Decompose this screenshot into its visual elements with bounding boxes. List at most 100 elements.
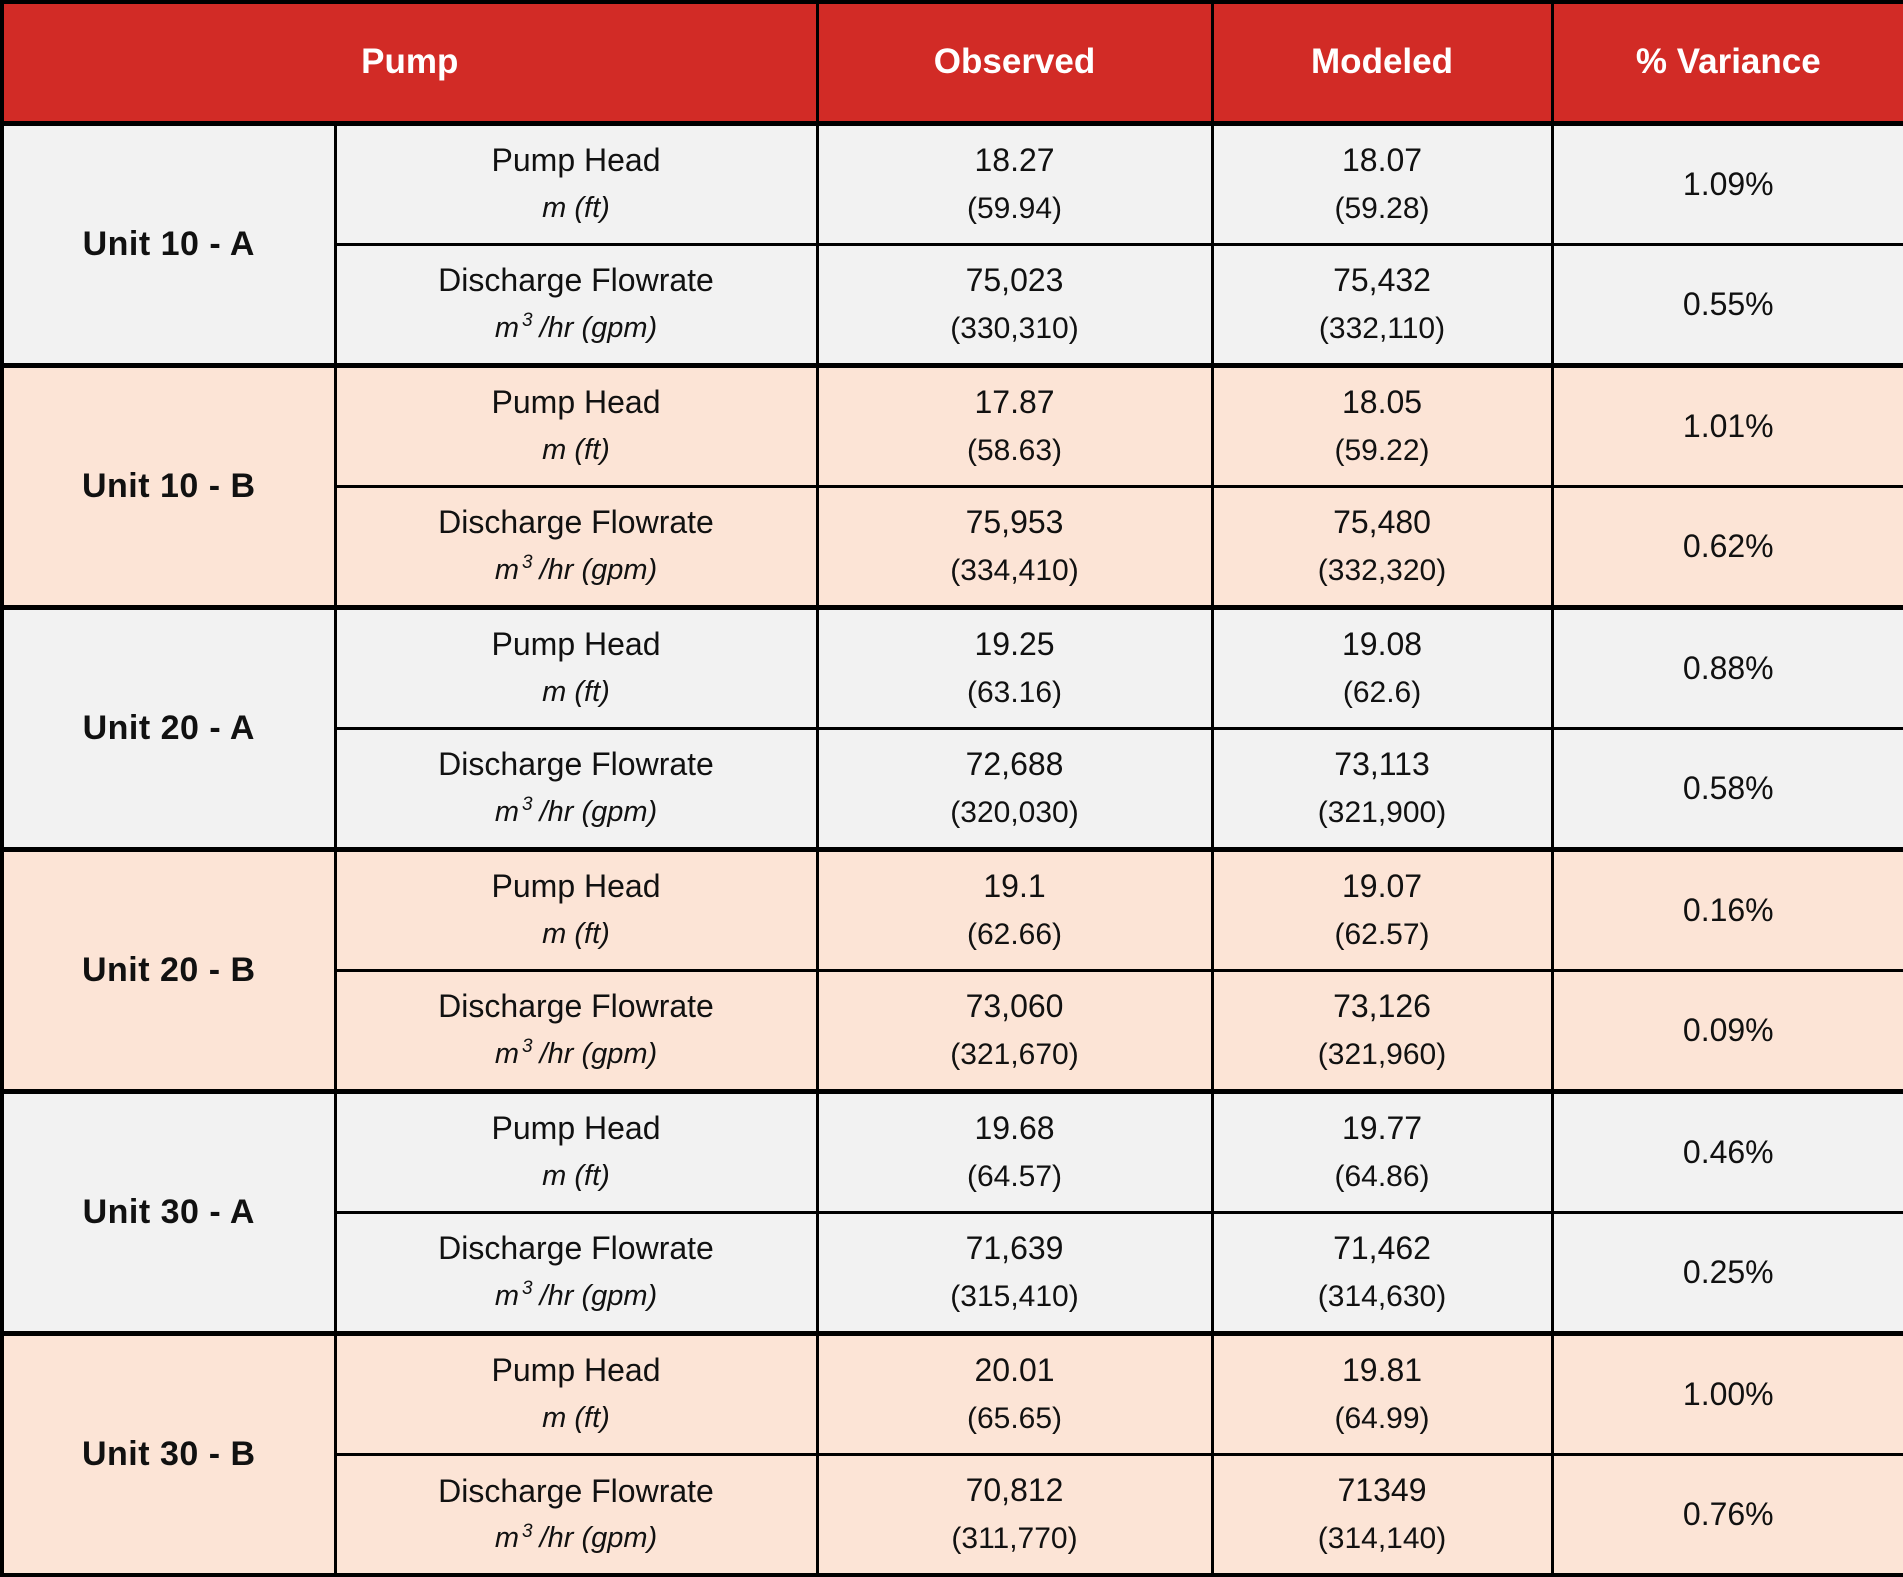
parameter-unit: m (ft) bbox=[542, 435, 610, 465]
modeled-value: 73,113 bbox=[1334, 745, 1430, 782]
observed-value: 75,023 bbox=[965, 261, 1064, 298]
modeled-secondary-value: (64.86) bbox=[1334, 1159, 1430, 1193]
column-header-pump: Pump bbox=[0, 0, 819, 126]
parameter-name: Pump Head bbox=[491, 142, 661, 179]
parameter-cell: Discharge Flowrate m 3/hr (gpm) bbox=[333, 1210, 819, 1335]
modeled-secondary-value: (314,140) bbox=[1317, 1521, 1447, 1555]
observed-secondary-value: (58.63) bbox=[966, 433, 1063, 467]
parameter-name: Discharge Flowrate bbox=[438, 504, 714, 541]
parameter-name: Pump Head bbox=[491, 1110, 661, 1147]
parameter-cell: Pump Head m (ft) bbox=[333, 362, 819, 488]
observed-cell: 75,023 (330,310) bbox=[815, 242, 1214, 367]
unit-superscript: 3 bbox=[521, 310, 533, 332]
modeled-value: 19.81 bbox=[1341, 1351, 1423, 1388]
table-row: Discharge Flowrate m 3/hr (gpm) 75,953 (3… bbox=[2, 484, 1903, 609]
unit-name-cell: Unit 30 - B bbox=[0, 1330, 337, 1577]
variance-cell: 0.09% bbox=[1550, 968, 1903, 1093]
table-row: Discharge Flowrate m 3/hr (gpm) 75,023 (3… bbox=[2, 242, 1903, 367]
parameter-cell: Pump Head m (ft) bbox=[333, 1088, 819, 1214]
parameter-name: Discharge Flowrate bbox=[438, 746, 714, 783]
modeled-cell: 18.07 (59.28) bbox=[1210, 120, 1554, 246]
variance-cell: 0.16% bbox=[1550, 846, 1903, 972]
unit-base: m bbox=[542, 676, 567, 709]
variance-value: 0.09% bbox=[1682, 1011, 1774, 1048]
parameter-unit: m (ft) bbox=[542, 1161, 610, 1191]
modeled-secondary-value: (59.28) bbox=[1334, 191, 1430, 225]
variance-value: 0.62% bbox=[1682, 527, 1774, 564]
observed-secondary-value: (320,030) bbox=[950, 795, 1079, 829]
variance-value: 0.46% bbox=[1682, 1133, 1774, 1170]
table-row: Unit 30 - B Pump Head m (ft) 20.01 (65.6… bbox=[0, 1330, 1903, 1577]
unit-base: m bbox=[494, 1280, 519, 1313]
observed-value: 73,060 bbox=[965, 987, 1064, 1024]
modeled-cell: 19.07 (62.57) bbox=[1210, 846, 1554, 972]
observed-value: 17.87 bbox=[974, 383, 1055, 420]
unit-tail: (ft) bbox=[566, 918, 610, 951]
observed-secondary-value: (330,310) bbox=[950, 311, 1079, 345]
parameter-cell: Discharge Flowrate m 3/hr (gpm) bbox=[333, 968, 819, 1093]
observed-cell: 17.87 (58.63) bbox=[815, 362, 1214, 488]
unit-base: m bbox=[494, 1038, 519, 1071]
unit-superscript: 3 bbox=[521, 1278, 533, 1300]
header-row: Pump Observed Modeled % Variance bbox=[0, 0, 1903, 126]
parameter-unit: m (ft) bbox=[542, 193, 610, 223]
unit-base: m bbox=[542, 1402, 567, 1435]
variance-value: 1.01% bbox=[1682, 407, 1774, 444]
unit-superscript: 3 bbox=[521, 552, 533, 574]
variance-cell: 1.00% bbox=[1550, 1330, 1903, 1456]
parameter-cell: Pump Head m (ft) bbox=[333, 120, 819, 246]
variance-cell: 0.88% bbox=[1550, 604, 1903, 730]
unit-tail: (ft) bbox=[566, 1402, 610, 1435]
modeled-value: 73,126 bbox=[1333, 987, 1431, 1024]
unit-base: m bbox=[494, 312, 519, 345]
parameter-cell: Pump Head m (ft) bbox=[333, 604, 819, 730]
variance-value: 0.58% bbox=[1682, 769, 1774, 806]
unit-name-cell: Unit 20 - B bbox=[0, 846, 337, 1093]
modeled-cell: 19.08 (62.6) bbox=[1210, 604, 1554, 730]
observed-secondary-value: (315,410) bbox=[950, 1279, 1079, 1313]
unit-name-cell: Unit 10 - A bbox=[0, 120, 337, 367]
modeled-value: 19.77 bbox=[1341, 1109, 1423, 1146]
unit-name-cell: Unit 30 - A bbox=[0, 1088, 337, 1335]
parameter-cell: Discharge Flowrate m 3/hr (gpm) bbox=[333, 484, 819, 609]
parameter-name: Discharge Flowrate bbox=[438, 1230, 714, 1267]
modeled-secondary-value: (59.22) bbox=[1334, 433, 1430, 467]
observed-secondary-value: (311,770) bbox=[951, 1521, 1078, 1555]
observed-cell: 19.68 (64.57) bbox=[815, 1088, 1214, 1214]
observed-value: 19.68 bbox=[974, 1109, 1055, 1146]
unit-base: m bbox=[494, 1522, 519, 1555]
observed-value: 71,639 bbox=[965, 1229, 1064, 1266]
variance-cell: 0.76% bbox=[1550, 1452, 1903, 1577]
observed-cell: 20.01 (65.65) bbox=[815, 1330, 1214, 1456]
unit-tail: /hr (gpm) bbox=[539, 1280, 658, 1313]
parameter-cell: Discharge Flowrate m 3/hr (gpm) bbox=[333, 242, 819, 367]
modeled-value: 71349 bbox=[1337, 1472, 1427, 1509]
modeled-secondary-value: (64.99) bbox=[1334, 1401, 1430, 1435]
observed-value: 75,953 bbox=[965, 503, 1064, 540]
table-row: Unit 20 - B Pump Head m (ft) 19.1 (62.66… bbox=[0, 846, 1903, 1093]
modeled-secondary-value: (321,900) bbox=[1317, 795, 1447, 829]
modeled-value: 75,432 bbox=[1333, 261, 1431, 298]
modeled-secondary-value: (62.6) bbox=[1342, 675, 1422, 709]
unit-base: m bbox=[542, 918, 567, 951]
observed-secondary-value: (63.16) bbox=[966, 675, 1063, 709]
observed-secondary-value: (65.65) bbox=[966, 1401, 1063, 1435]
modeled-value: 18.05 bbox=[1341, 383, 1423, 420]
variance-value: 0.16% bbox=[1682, 891, 1774, 928]
table-row: Unit 20 - A Pump Head m (ft) 19.25 (63.1… bbox=[0, 604, 1903, 851]
observed-cell: 75,953 (334,410) bbox=[815, 484, 1214, 609]
unit-tail: /hr (gpm) bbox=[539, 1038, 658, 1071]
parameter-cell: Discharge Flowrate m 3/hr (gpm) bbox=[333, 1452, 819, 1577]
parameter-unit: m 3/hr (gpm) bbox=[495, 795, 657, 827]
observed-value: 19.25 bbox=[974, 625, 1055, 662]
parameter-name: Pump Head bbox=[491, 868, 661, 905]
unit-tail: (ft) bbox=[566, 434, 610, 467]
modeled-secondary-value: (332,320) bbox=[1317, 553, 1447, 587]
variance-value: 0.55% bbox=[1682, 285, 1774, 322]
observed-value: 20.01 bbox=[974, 1351, 1055, 1388]
column-header-observed: Observed bbox=[815, 0, 1214, 126]
observed-secondary-value: (59.94) bbox=[966, 191, 1063, 225]
observed-value: 18.27 bbox=[974, 141, 1055, 178]
modeled-value: 19.07 bbox=[1341, 867, 1423, 904]
